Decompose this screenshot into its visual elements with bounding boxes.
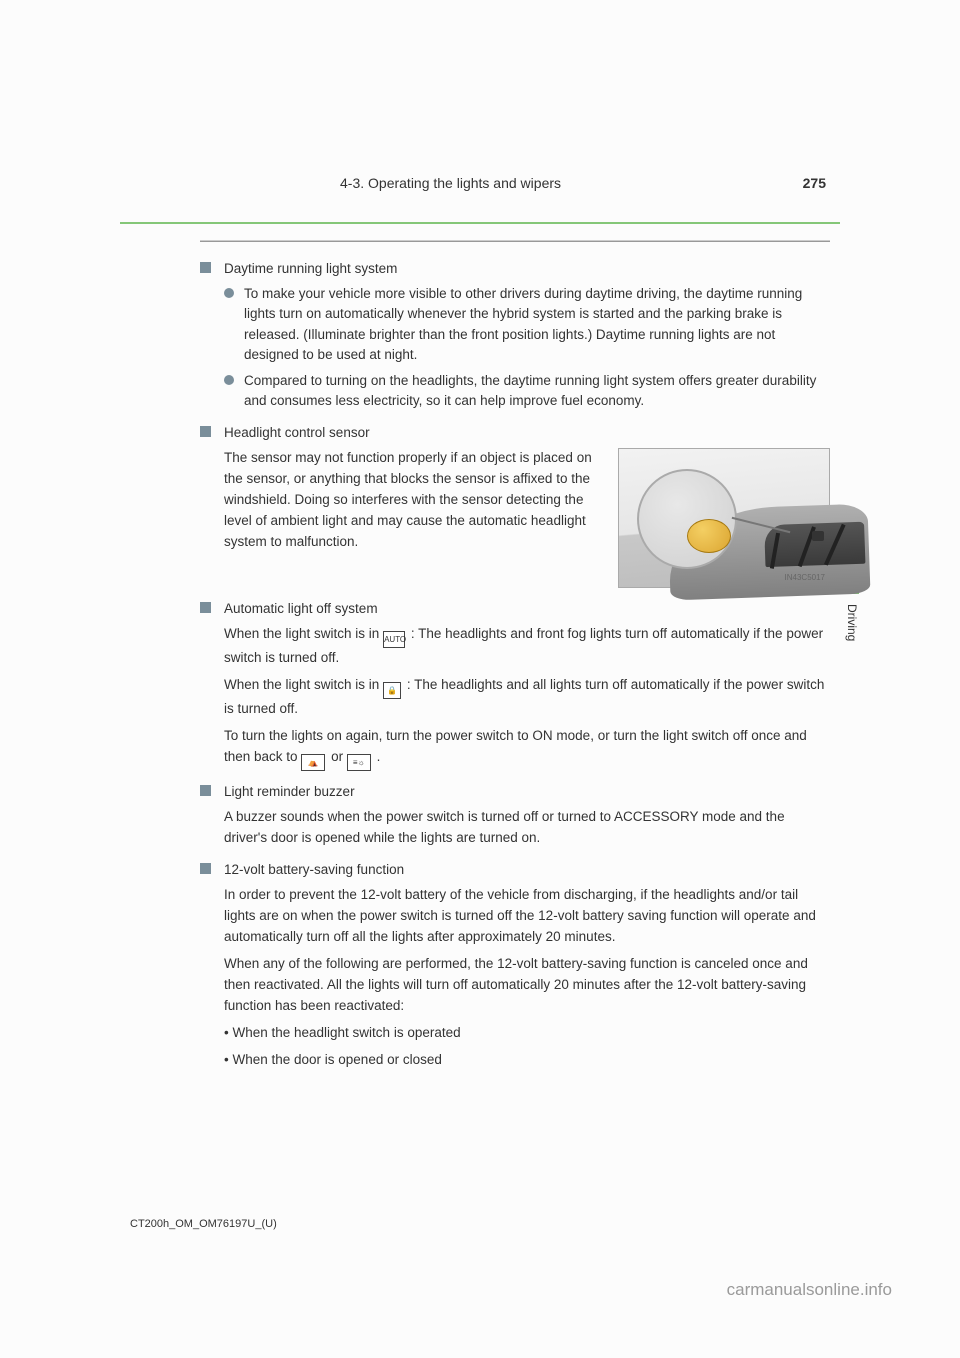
section-title: Light reminder buzzer — [224, 784, 355, 799]
auto-mode-icon: AUTO — [383, 631, 405, 648]
battery-reset-item: • When the headlight switch is operated — [224, 1023, 830, 1044]
watermark: carmanualsonline.info — [727, 1280, 892, 1300]
section-title: Automatic light off system — [224, 601, 378, 616]
square-bullet-icon — [200, 262, 211, 273]
battery-reset-item: • When the door is opened or closed — [224, 1050, 830, 1071]
battery-body-text: In order to prevent the 12-volt battery … — [224, 885, 830, 948]
page-number: 275 — [803, 175, 826, 191]
breadcrumb: 4-3. Operating the lights and wipers — [340, 175, 561, 191]
text-span: . — [377, 749, 381, 764]
chapter-label: Driving — [826, 600, 859, 690]
sensor-body-text: The sensor may not function properly if … — [224, 448, 600, 553]
square-bullet-icon — [200, 863, 211, 874]
round-bullet-icon — [224, 288, 234, 298]
section-buzzer: Light reminder buzzer A buzzer sounds wh… — [200, 783, 830, 849]
sensor-illustration: IN43C5017 — [618, 448, 830, 588]
section-battery-saving: 12-volt battery-saving function In order… — [200, 861, 830, 1071]
section-title: Headlight control sensor — [224, 425, 370, 440]
square-bullet-icon — [200, 426, 211, 437]
text-span: When the light switch is in — [224, 626, 383, 641]
buzzer-body-text: A buzzer sounds when the power switch is… — [224, 807, 830, 849]
section-divider — [200, 240, 830, 242]
callout-circle — [637, 469, 737, 569]
section-sensor: Headlight control sensor The sensor may … — [200, 424, 830, 588]
document-id: CT200h_OM_OM76197U_(U) — [130, 1218, 277, 1230]
square-bullet-icon — [200, 602, 211, 613]
headlight-icon: ≡☼ — [347, 754, 371, 771]
bullet-text: Compared to turning on the headlights, t… — [244, 373, 816, 408]
battery-reset-intro: When any of the following are performed,… — [224, 954, 830, 1017]
illustration-code: IN43C5017 — [785, 572, 825, 584]
section-daytime: Daytime running light system To make you… — [200, 260, 830, 412]
text-span: When the light switch is in — [224, 677, 383, 692]
section-title: 12-volt battery-saving function — [224, 862, 404, 877]
section-title: Daytime running light system — [224, 261, 397, 276]
sensor-dot-icon — [687, 519, 731, 553]
section-auto-off: Automatic light off system When the ligh… — [200, 600, 830, 771]
text-span: or — [331, 749, 347, 764]
round-bullet-icon — [224, 375, 234, 385]
lock-icon: 🔒 — [383, 682, 401, 699]
square-bullet-icon — [200, 785, 211, 796]
header-rule — [120, 222, 840, 224]
bullet-text: To make your vehicle more visible to oth… — [244, 286, 802, 362]
parking-light-icon: ⛺ — [301, 754, 325, 771]
